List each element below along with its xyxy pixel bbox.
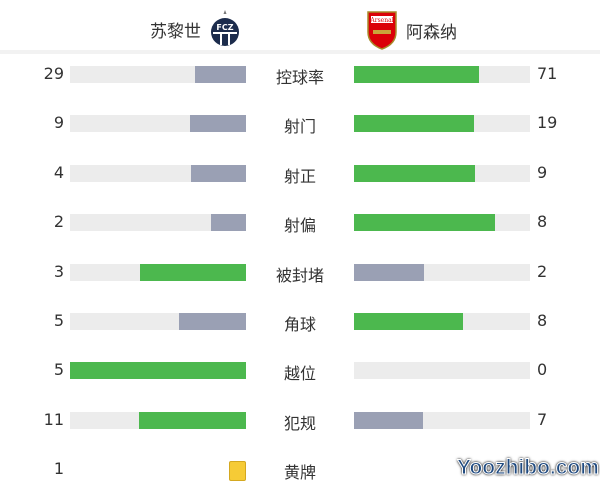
away-value: 2 <box>537 261 548 281</box>
home-bar <box>70 313 246 330</box>
home-value: 11 <box>43 409 64 429</box>
stat-label: 射正 <box>283 166 316 186</box>
home-bar-fill <box>189 115 246 133</box>
watermark: Yoozhibo.com <box>457 456 600 480</box>
away-bar <box>354 164 530 182</box>
home-bar-fill <box>194 66 246 83</box>
home-team: 苏黎世 FCZ <box>150 10 241 48</box>
stat-row: 2 射偏 8 <box>0 208 600 238</box>
fcz-logo-icon: FCZ <box>211 10 239 46</box>
home-bar-fill <box>138 411 246 429</box>
away-value: 9 <box>537 162 548 182</box>
stat-row: 11 犯规 7 <box>0 406 600 436</box>
stat-row: 3 被封堵 2 <box>0 258 600 288</box>
away-bar-fill <box>354 115 474 133</box>
away-team-name: 阿森纳 <box>406 22 457 43</box>
away-bar-fill <box>354 66 479 83</box>
yellow-card-icon <box>229 461 246 481</box>
away-value: 19 <box>537 113 558 133</box>
away-bar <box>354 214 530 232</box>
away-bar-fill <box>354 313 464 330</box>
stat-label: 射偏 <box>283 216 316 236</box>
home-value: 9 <box>53 113 64 133</box>
away-bar <box>354 411 530 429</box>
home-value: 4 <box>53 162 64 182</box>
away-bar-fill <box>354 214 495 232</box>
home-bar-fill <box>140 263 246 281</box>
away-value: 8 <box>537 212 548 232</box>
divider <box>0 50 600 54</box>
home-value: 5 <box>53 311 64 330</box>
home-bar-fill <box>70 362 246 380</box>
stat-label: 射门 <box>283 117 316 137</box>
home-team-name: 苏黎世 <box>150 21 201 42</box>
stat-row-yellow-cards: 1 黄牌 <box>0 455 600 485</box>
stat-label: 被封堵 <box>275 265 324 285</box>
home-value: 1 <box>53 459 64 478</box>
away-bar-fill <box>354 164 476 182</box>
away-bar-fill <box>354 411 423 429</box>
away-value: 0 <box>537 360 548 380</box>
away-bar <box>354 115 530 133</box>
away-bar <box>354 66 530 83</box>
home-value: 2 <box>53 212 64 232</box>
home-value: 5 <box>53 360 64 380</box>
home-bar <box>70 115 246 133</box>
away-team: Arsenal 阿森纳 <box>366 10 457 50</box>
stat-label: 黄牌 <box>283 463 316 482</box>
svg-text:Arsenal: Arsenal <box>369 17 393 24</box>
away-bar-fill <box>354 263 425 281</box>
stat-row: 9 射门 19 <box>0 109 600 139</box>
home-bar <box>70 214 246 232</box>
away-value: 8 <box>537 311 548 330</box>
away-value: 7 <box>537 409 548 429</box>
home-bar <box>70 66 246 83</box>
stat-label: 犯规 <box>283 413 316 433</box>
stat-label: 控球率 <box>275 68 324 87</box>
header: 苏黎世 FCZ Arsenal 阿森纳 <box>0 0 600 50</box>
away-value: 71 <box>537 64 558 83</box>
away-bar <box>354 313 530 330</box>
stat-row: 5 越位 0 <box>0 356 600 386</box>
away-bar <box>354 263 530 281</box>
arsenal-logo-icon: Arsenal <box>367 11 397 50</box>
home-value: 3 <box>53 261 64 281</box>
home-bar <box>70 411 246 429</box>
svg-text:FCZ: FCZ <box>216 23 233 32</box>
stat-label: 角球 <box>283 315 316 334</box>
stat-label: 越位 <box>283 364 316 384</box>
stat-row: 4 射正 9 <box>0 159 600 189</box>
stat-row: 29 控球率 71 <box>0 60 600 90</box>
stat-row: 5 角球 8 <box>0 307 600 337</box>
away-bar <box>354 362 530 380</box>
home-bar-fill <box>210 214 246 232</box>
home-bar-fill <box>191 164 246 182</box>
home-bar-fill <box>179 313 246 330</box>
home-bar <box>70 164 246 182</box>
home-bar <box>70 362 246 380</box>
home-value: 29 <box>43 64 64 83</box>
home-bar <box>70 263 246 281</box>
